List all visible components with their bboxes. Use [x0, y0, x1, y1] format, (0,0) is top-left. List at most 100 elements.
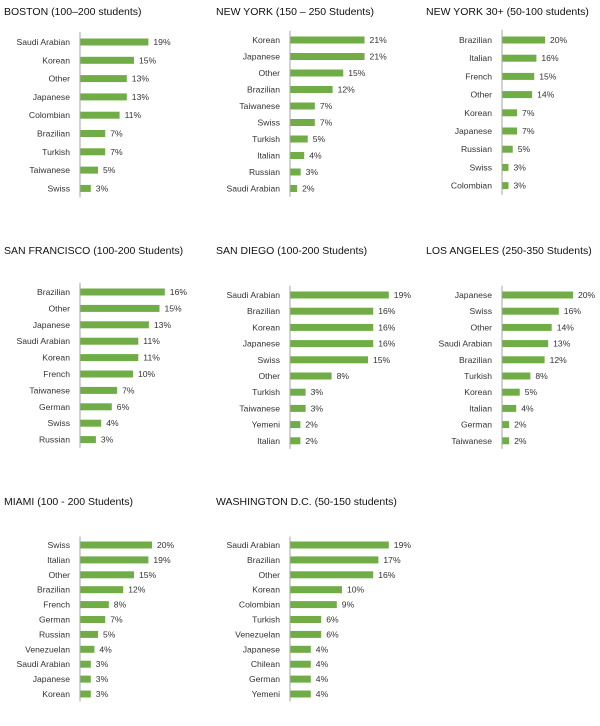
category-label: Korean — [42, 353, 70, 363]
data-label: 17% — [383, 555, 401, 565]
charts-grid: BOSTON (100–200 students) Saudi Arabian 19… — [4, 6, 596, 702]
category-label: Taiwanese — [239, 101, 280, 111]
data-label: 2% — [305, 436, 318, 446]
category-label: Yemeni — [252, 689, 280, 699]
category-label: Italian — [257, 151, 280, 161]
data-label: 8% — [337, 371, 350, 381]
bar — [502, 421, 510, 429]
category-label: Brazilian — [37, 585, 70, 595]
bar — [290, 53, 365, 60]
category-label: Brazilian — [459, 355, 492, 365]
data-label: 19% — [153, 555, 171, 565]
data-label: 2% — [305, 420, 318, 430]
data-label: 15% — [539, 71, 557, 81]
bar — [502, 356, 545, 364]
bar — [290, 168, 301, 176]
bar — [80, 675, 91, 683]
data-label: 15% — [373, 355, 391, 365]
bar — [290, 69, 344, 77]
bar — [290, 541, 389, 549]
bar — [290, 601, 337, 609]
category-label: Saudi Arabian — [226, 540, 280, 550]
data-label: 4% — [521, 403, 534, 413]
chart-title: NEW YORK (150 – 250 Students) — [216, 6, 374, 18]
bar — [80, 386, 118, 394]
category-label: Turkish — [252, 615, 280, 625]
data-label: 13% — [553, 339, 571, 349]
bar — [80, 38, 149, 46]
bar — [290, 421, 301, 429]
data-label: 19% — [394, 290, 412, 300]
data-label: 16% — [541, 53, 559, 63]
category-label: Yemeni — [252, 420, 280, 430]
data-label: 7% — [522, 108, 535, 118]
category-label: Venezuelan — [25, 644, 70, 654]
bar — [502, 340, 549, 348]
bar — [502, 72, 535, 80]
category-label: Turkish — [42, 147, 70, 157]
bar — [502, 372, 531, 380]
category-label: Brazilian — [247, 306, 280, 316]
category-label: Russian — [39, 435, 70, 445]
bar — [80, 111, 120, 119]
data-label: 16% — [378, 306, 396, 316]
category-label: Japanese — [243, 339, 280, 349]
bar — [290, 185, 298, 192]
bar — [80, 419, 102, 427]
bar — [290, 404, 306, 412]
bar — [80, 75, 127, 83]
bar — [502, 54, 537, 62]
data-label: 3% — [513, 181, 526, 191]
category-label: Other — [49, 303, 71, 313]
data-label: 3% — [513, 162, 526, 172]
bar — [290, 135, 308, 143]
category-label: Korean — [252, 585, 280, 595]
data-label: 16% — [564, 306, 582, 316]
category-label: Venezuelan — [235, 629, 280, 639]
bar-chart: Saudi Arabian 19% Korean 15% Other 13% Japanes… — [16, 31, 171, 198]
category-label: Russian — [249, 167, 280, 177]
bar — [502, 404, 517, 412]
data-label: 15% — [139, 55, 157, 65]
category-label: Saudi Arabian — [16, 37, 70, 47]
chart-title: SAN DIEGO (100-200 Students) — [216, 245, 368, 257]
category-label: French — [465, 71, 492, 81]
bar — [290, 356, 368, 364]
data-label: 7% — [320, 118, 333, 128]
data-label: 16% — [378, 570, 396, 580]
category-label: Swiss — [48, 540, 70, 550]
bar-chart: Swiss 20% Italian 19% Other 15% Brazilian 12% Fr… — [16, 536, 175, 702]
category-label: Taiwanese — [29, 165, 70, 175]
data-label: 12% — [128, 585, 146, 595]
category-label: Korean — [464, 108, 492, 118]
bar-chart: Saudi Arabian 19% Brazilian 17% Other 16% Kore… — [226, 536, 411, 702]
category-label: Japanese — [243, 52, 280, 62]
data-label: 14% — [537, 90, 555, 100]
category-label: Turkish — [252, 387, 280, 397]
data-label: 3% — [96, 689, 109, 699]
bar — [290, 616, 322, 623]
data-label: 4% — [106, 418, 119, 428]
data-label: 13% — [154, 320, 172, 330]
bar — [80, 616, 106, 623]
category-label: Other — [471, 90, 493, 100]
bar — [80, 93, 127, 101]
data-label: 4% — [316, 644, 329, 654]
data-label: 4% — [309, 151, 322, 161]
data-label: 7% — [110, 615, 123, 625]
category-label: Chilean — [251, 659, 280, 669]
bar — [80, 184, 91, 192]
data-label: 2% — [514, 436, 527, 446]
category-label: Italian — [469, 403, 492, 413]
bar-chart: Korean 21% Japanese 21% Other 15% Brazilian 12%… — [226, 30, 387, 197]
bar — [80, 436, 96, 444]
category-label: Italian — [47, 555, 70, 565]
bar — [80, 370, 133, 378]
category-label: Japanese — [33, 92, 70, 102]
category-label: Japanese — [33, 674, 70, 684]
bar — [290, 586, 342, 594]
bar — [80, 337, 139, 345]
category-label: Swiss — [258, 355, 280, 365]
data-label: 13% — [132, 74, 150, 84]
data-label: 11% — [143, 353, 160, 363]
